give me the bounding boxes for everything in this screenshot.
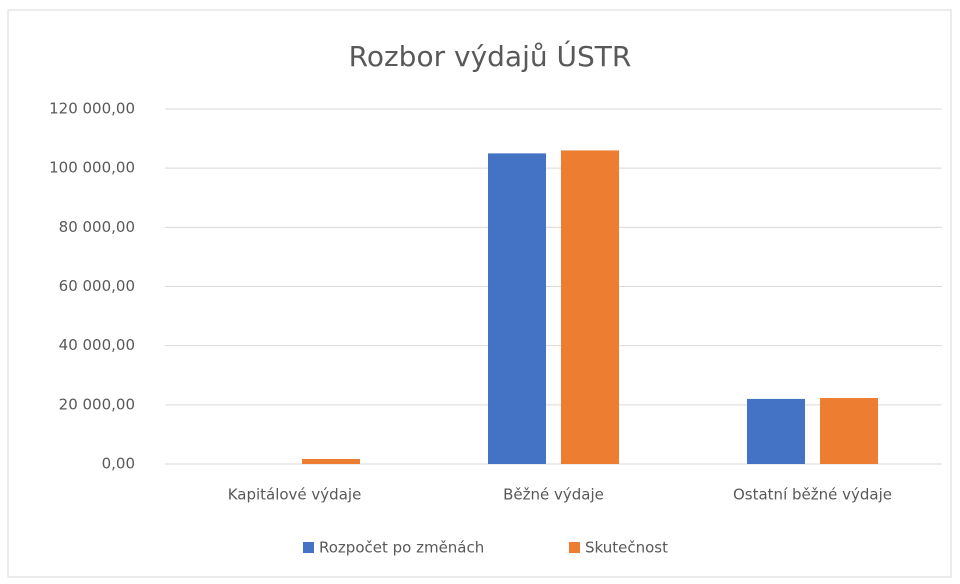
bar <box>561 150 619 464</box>
legend-swatch <box>303 542 314 553</box>
y-tick-label: 100 000,00 <box>49 159 135 177</box>
bar <box>747 398 805 464</box>
bar <box>820 398 878 464</box>
x-tick-label: Běžné výdaje <box>503 486 604 504</box>
y-tick-label: 120 000,00 <box>49 100 135 118</box>
legend-label: Skutečnost <box>585 539 668 557</box>
x-tick-label: Kapitálové výdaje <box>228 486 362 504</box>
y-tick-label: 40 000,00 <box>59 336 135 354</box>
y-tick-label: 0,00 <box>102 455 135 473</box>
bar <box>302 458 360 464</box>
chart-border <box>7 9 952 578</box>
y-tick-label: 60 000,00 <box>59 277 135 295</box>
legend-label: Rozpočet po změnách <box>319 539 484 557</box>
legend-swatch <box>569 542 580 553</box>
chart-title: Rozbor výdajů ÚSTR <box>349 39 632 73</box>
bar <box>488 153 546 464</box>
y-tick-label: 80 000,00 <box>59 218 135 236</box>
y-tick-label: 20 000,00 <box>59 395 135 413</box>
x-tick-label: Ostatní běžné výdaje <box>733 486 892 504</box>
